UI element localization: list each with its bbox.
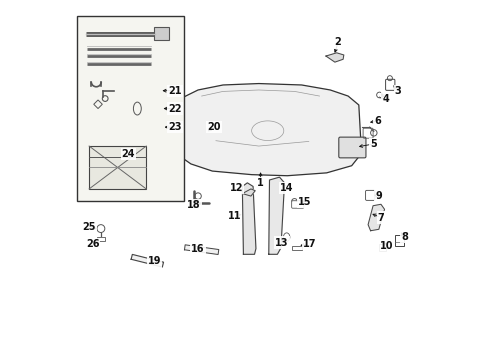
Text: 4: 4 — [382, 94, 388, 104]
Polygon shape — [268, 177, 284, 254]
Polygon shape — [173, 84, 360, 176]
Text: 8: 8 — [400, 232, 407, 242]
Polygon shape — [242, 183, 255, 254]
Text: 19: 19 — [147, 256, 161, 266]
Text: 15: 15 — [297, 197, 311, 207]
Bar — [154, 27, 169, 40]
Text: 7: 7 — [377, 212, 384, 222]
Bar — [97, 237, 105, 241]
FancyBboxPatch shape — [338, 137, 365, 158]
Polygon shape — [325, 53, 343, 62]
Text: 17: 17 — [302, 239, 316, 249]
Polygon shape — [131, 255, 163, 267]
Text: 14: 14 — [279, 183, 293, 193]
Text: 5: 5 — [370, 139, 376, 149]
Text: 1: 1 — [257, 178, 264, 188]
Polygon shape — [184, 245, 218, 255]
Text: 23: 23 — [168, 122, 181, 132]
Text: 18: 18 — [186, 200, 200, 210]
Text: 26: 26 — [86, 239, 99, 249]
Bar — [291, 246, 302, 250]
Text: 3: 3 — [394, 86, 401, 96]
Text: 16: 16 — [191, 244, 204, 253]
Text: 21: 21 — [168, 86, 181, 96]
Bar — [77, 16, 183, 202]
Bar — [89, 146, 146, 189]
Text: 9: 9 — [374, 191, 381, 201]
Text: 25: 25 — [82, 222, 96, 232]
Text: 12: 12 — [229, 183, 243, 193]
Text: 11: 11 — [227, 211, 241, 221]
Polygon shape — [242, 189, 255, 196]
Text: 10: 10 — [379, 241, 393, 251]
Text: 20: 20 — [207, 122, 221, 132]
Bar — [394, 235, 403, 246]
Text: 13: 13 — [275, 238, 288, 248]
Text: 2: 2 — [334, 37, 341, 48]
Text: 22: 22 — [168, 104, 181, 113]
Text: 24: 24 — [122, 149, 135, 159]
Bar — [378, 244, 385, 251]
Polygon shape — [367, 204, 384, 231]
Text: 6: 6 — [373, 116, 380, 126]
